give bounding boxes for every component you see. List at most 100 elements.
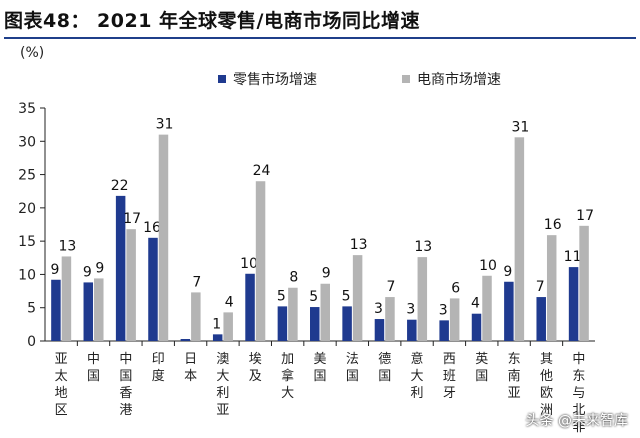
- x-category-label: 度: [152, 368, 165, 384]
- data-label: 4: [471, 296, 480, 312]
- bar-retail: [504, 281, 514, 341]
- bar-ecommerce: [449, 298, 460, 341]
- figure-header: 图表48： 2021 年全球零售/电商市场同比增速: [0, 0, 640, 44]
- data-label: 5: [277, 288, 286, 304]
- x-category-label: 亚: [216, 403, 229, 418]
- y-tick-label: 0: [27, 334, 36, 350]
- x-category-label: 英: [475, 352, 488, 367]
- data-label: 9: [83, 264, 92, 280]
- bar-ecommerce: [158, 134, 169, 341]
- bar-ecommerce: [482, 275, 492, 341]
- x-category-label: 意: [411, 351, 424, 367]
- x-category-label: 法: [346, 352, 359, 367]
- x-category-label: 香: [119, 386, 132, 401]
- x-category-label: 南: [508, 368, 521, 384]
- legend-swatch-1: [218, 75, 226, 83]
- x-category-label: 大: [411, 369, 424, 384]
- x-category-label: 非: [572, 420, 585, 435]
- bar-ecommerce: [288, 287, 298, 341]
- bar-ecommerce: [320, 283, 330, 341]
- x-category-label: 拿: [281, 368, 294, 384]
- y-axis-label: (%): [20, 45, 44, 61]
- data-label: 9: [50, 262, 59, 278]
- data-label: 7: [386, 279, 395, 295]
- x-category-label: 北: [572, 403, 585, 418]
- data-label: 17: [123, 211, 141, 227]
- bar-ecommerce: [191, 292, 201, 341]
- bar-retail: [439, 320, 449, 341]
- data-label: 13: [414, 239, 432, 255]
- data-label: 16: [143, 220, 161, 236]
- data-label: 9: [503, 264, 512, 280]
- data-label: 10: [240, 256, 258, 272]
- x-category-label: 西: [443, 352, 456, 367]
- bar-ecommerce: [94, 278, 104, 341]
- data-label: 22: [111, 178, 129, 194]
- x-category-label: 及: [249, 369, 262, 384]
- x-category-label: 国: [346, 369, 359, 384]
- data-label: 3: [374, 301, 383, 317]
- y-tick-label: 10: [18, 267, 36, 283]
- x-category-label: 国: [378, 369, 391, 384]
- bar-retail: [342, 306, 352, 341]
- x-category-label: 东: [508, 352, 521, 367]
- bar-retail: [568, 267, 579, 341]
- data-label: 9: [322, 266, 331, 282]
- data-label: 13: [350, 237, 368, 253]
- data-label: 13: [59, 238, 77, 254]
- x-category-label: 中: [87, 352, 100, 367]
- data-label: 3: [439, 302, 448, 318]
- x-category-label: 班: [443, 369, 456, 384]
- x-category-label: 欧: [540, 386, 553, 401]
- bar-ecommerce: [546, 235, 557, 341]
- data-label: 10: [479, 258, 497, 274]
- bar-ecommerce: [352, 255, 363, 341]
- x-category-label: 太: [55, 369, 68, 384]
- bar-retail: [180, 339, 191, 341]
- y-tick-label: 15: [18, 234, 36, 250]
- y-tick-label: 30: [18, 134, 36, 150]
- data-label: 8: [289, 270, 298, 286]
- x-category-label: 地: [55, 386, 68, 401]
- x-category-label: 亚: [55, 352, 68, 367]
- legend-label-1: 零售市场增速: [233, 71, 317, 88]
- x-category-label: 日: [184, 352, 197, 367]
- x-category-label: 埃: [249, 352, 262, 367]
- y-tick-label: 25: [18, 168, 36, 184]
- x-category-label: 利: [411, 386, 424, 401]
- bar-retail: [471, 313, 482, 341]
- x-category-label: 与: [572, 386, 585, 401]
- x-category-label: 国: [313, 369, 326, 384]
- x-category-label: 其: [540, 352, 553, 367]
- bar-retail: [83, 282, 94, 341]
- bar-retail: [148, 237, 158, 341]
- x-category-label: 国: [87, 369, 100, 384]
- y-tick-label: 20: [18, 201, 36, 217]
- x-category-label: 国: [475, 369, 488, 384]
- bar-ecommerce: [514, 137, 525, 341]
- bar-retail: [115, 195, 126, 341]
- x-category-label: 牙: [443, 386, 456, 401]
- y-tick-label: 5: [27, 301, 36, 317]
- data-label: 31: [156, 117, 174, 133]
- data-label: 16: [544, 217, 562, 233]
- x-category-label: 利: [216, 386, 229, 401]
- watermark: 头条 @未来智库: [525, 413, 628, 429]
- bar-retail: [212, 334, 223, 341]
- data-label: 4: [225, 294, 234, 310]
- bar-retail: [245, 273, 255, 341]
- data-label: 31: [511, 119, 529, 135]
- y-tick-label: 35: [18, 101, 36, 117]
- legend-label-2: 电商市场增速: [417, 71, 501, 88]
- bar-retail: [374, 319, 385, 341]
- data-label: 7: [536, 279, 545, 295]
- data-label: 11: [564, 249, 582, 265]
- x-category-label: 德: [378, 352, 391, 367]
- data-label: 5: [309, 289, 318, 305]
- x-category-label: 澳: [216, 351, 229, 367]
- data-label: 24: [253, 163, 271, 179]
- x-category-label: 国: [119, 369, 132, 384]
- x-category-label: 中: [572, 352, 585, 367]
- data-label: 1: [212, 316, 221, 332]
